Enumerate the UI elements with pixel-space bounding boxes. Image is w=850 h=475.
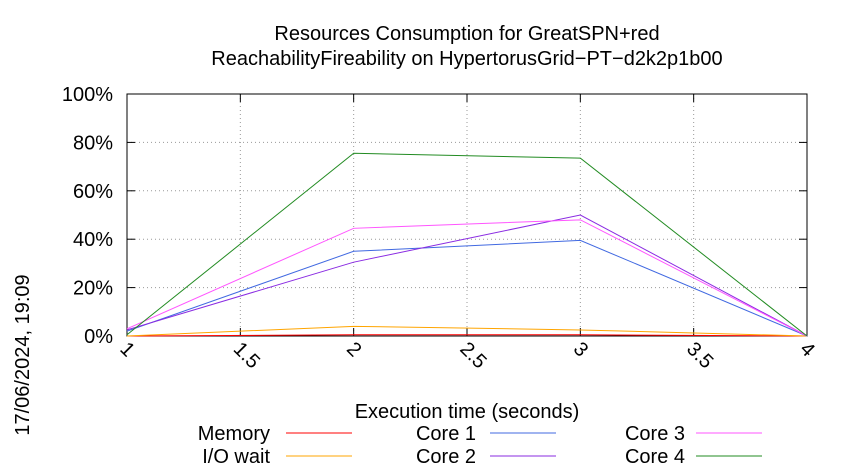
legend-label: Core 3 — [625, 423, 685, 445]
y-axis-ticks: 0% 20% 40% 60% 80% 100% — [62, 84, 807, 348]
y-tick-label: 100% — [62, 84, 113, 106]
series-line-core-4 — [126, 152, 808, 337]
y-tick-label: 80% — [73, 132, 113, 154]
x-tick-label: 3.5 — [682, 338, 717, 373]
chart-subtitle: ReachabilityFireability on HypertorusGri… — [211, 48, 722, 70]
x-tick-label: 2 — [342, 338, 365, 361]
x-axis-ticks: 1 1.5 2 2.5 3 3.5 4 — [115, 94, 819, 373]
x-axis-label: Execution time (seconds) — [355, 401, 580, 423]
series-line-core-1 — [126, 239, 808, 337]
chart-title: Resources Consumption for GreatSPN+red — [274, 23, 659, 45]
y-tick-label: 40% — [73, 229, 113, 251]
series-line-core-3 — [126, 219, 808, 337]
grid — [127, 94, 807, 336]
x-tick-label: 1.5 — [229, 338, 264, 373]
x-tick-label: 2.5 — [455, 338, 490, 373]
series-line-i-o-wait — [126, 325, 808, 337]
x-tick-label: 1 — [115, 338, 138, 361]
legend-label: I/O wait — [202, 446, 270, 468]
series-line-core-2 — [126, 214, 808, 337]
legend-label: Core 4 — [625, 446, 685, 468]
legend-label: Memory — [198, 423, 270, 445]
y-tick-label: 20% — [73, 278, 113, 300]
y-tick-label: 0% — [84, 326, 113, 348]
legend-label: Core 1 — [416, 423, 476, 445]
y-tick-label: 60% — [73, 181, 113, 203]
series-line-memory — [126, 334, 808, 337]
legend-label: Core 2 — [416, 446, 476, 468]
x-tick-label: 3 — [569, 338, 592, 361]
x-tick-label: 4 — [795, 338, 818, 361]
timestamp: 17/06/2024, 19:09 — [12, 274, 34, 435]
series-lines — [126, 152, 808, 337]
